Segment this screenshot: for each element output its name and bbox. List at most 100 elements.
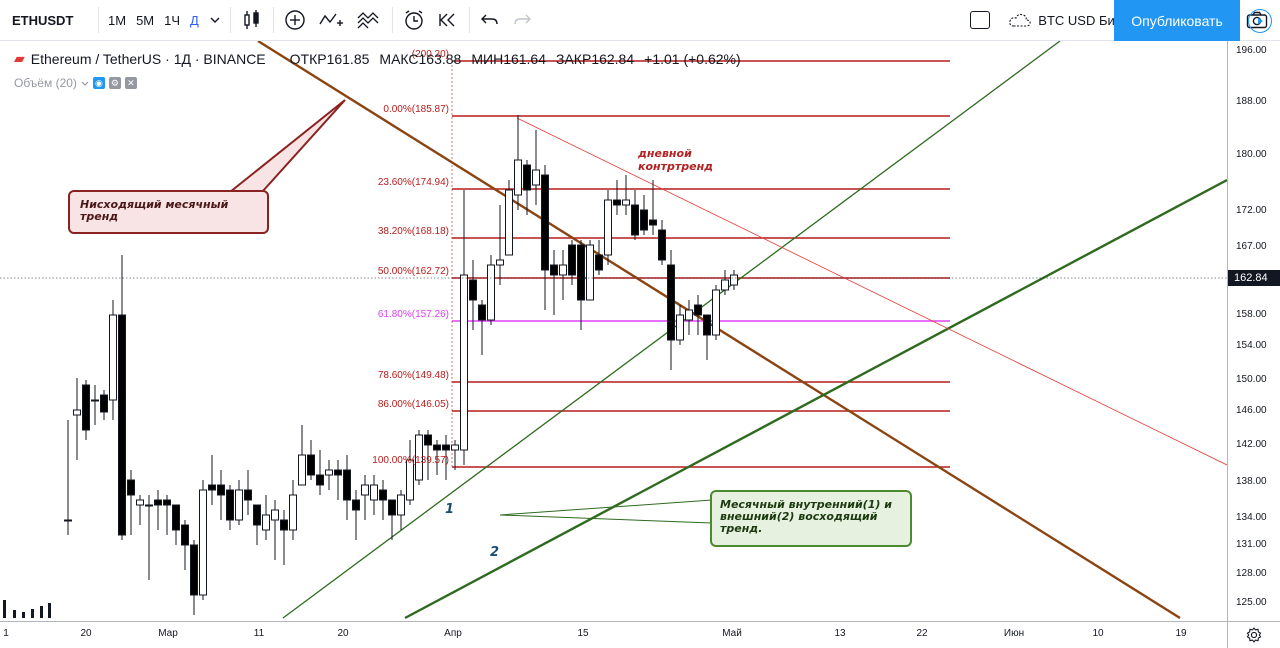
candle-body bbox=[541, 174, 549, 271]
replay-play-button[interactable] bbox=[1240, 0, 1280, 41]
replay-rewind-icon[interactable] bbox=[431, 0, 465, 41]
time-tick-label: Май bbox=[722, 628, 742, 639]
chart-settings-gear-icon[interactable] bbox=[1227, 621, 1280, 648]
candle-body bbox=[523, 164, 531, 191]
candle-body bbox=[244, 489, 252, 501]
interval-5m-button[interactable]: 5M bbox=[136, 12, 155, 28]
candle-body bbox=[325, 469, 333, 476]
candle-body bbox=[514, 159, 522, 196]
candle-body bbox=[676, 314, 684, 341]
add-indicator-plus-icon[interactable] bbox=[278, 0, 312, 41]
candle-body bbox=[64, 519, 72, 522]
publish-button[interactable]: Опубликовать bbox=[1114, 0, 1240, 41]
low-label: МИН bbox=[471, 50, 504, 67]
volume-label[interactable]: Объём (20) bbox=[14, 76, 77, 90]
candle-body bbox=[415, 434, 423, 481]
interval-dropdown-chevron-icon[interactable] bbox=[204, 0, 226, 41]
candle-body bbox=[694, 304, 702, 316]
price-tick-label: 158.00 bbox=[1236, 309, 1267, 320]
monthly-downtrend-callout[interactable]: Нисходящий месячный тренд bbox=[68, 190, 269, 234]
time-tick-label: 13 bbox=[834, 628, 846, 639]
trend-label-1[interactable]: 1 bbox=[445, 502, 455, 517]
candle-body bbox=[712, 289, 720, 336]
time-axis[interactable]: 1 20 Мар 11 20 Апр 15 Май 13 22 Июн 10 19 bbox=[0, 621, 1227, 648]
daily-countertrend-line[interactable] bbox=[516, 117, 1227, 466]
price-tick-label: 138.00 bbox=[1236, 476, 1267, 487]
open-value: 161.85 bbox=[326, 50, 370, 67]
price-tick-label: 180.00 bbox=[1236, 149, 1267, 160]
candle-body bbox=[307, 454, 315, 476]
volume-bar bbox=[22, 612, 25, 618]
callout-pointer-line[interactable] bbox=[499, 514, 713, 524]
last-price-badge: 162.84 bbox=[1228, 270, 1280, 286]
high-label: МАКС bbox=[379, 50, 419, 67]
candle-body bbox=[685, 309, 693, 321]
interval-1m-button[interactable]: 1M bbox=[108, 12, 127, 28]
undo-icon[interactable] bbox=[474, 0, 506, 41]
price-tick-label: 146.00 bbox=[1236, 405, 1267, 416]
candle-body bbox=[460, 274, 468, 451]
monthly-uptrend-callout[interactable]: Месячный внутренний(1) и внешний(2) восх… bbox=[710, 490, 912, 547]
fib-level-label: 23.60%(174.94) bbox=[377, 177, 449, 188]
candles-chart-type-icon[interactable] bbox=[235, 0, 269, 41]
price-axis[interactable]: 196.00188.00180.00172.00167.00162.00158.… bbox=[1227, 41, 1280, 621]
candle-body bbox=[361, 484, 369, 496]
legend-symbol-title[interactable]: Ethereum / TetherUS · 1Д · BINANCE bbox=[30, 50, 266, 67]
time-tick-label: 20 bbox=[80, 628, 92, 639]
close-value: 162.84 bbox=[591, 50, 635, 67]
candle-body bbox=[397, 494, 405, 516]
candle-body bbox=[703, 314, 711, 336]
trend-label-2[interactable]: 2 bbox=[490, 545, 500, 560]
time-tick-label: Апр bbox=[444, 628, 462, 639]
candle-body bbox=[433, 444, 441, 451]
volume-remove-icon[interactable]: ✕ bbox=[124, 77, 137, 89]
volume-legend: Объём (20) ◉ ⚙ ✕ bbox=[14, 76, 137, 90]
compare-indicator-icon[interactable] bbox=[312, 0, 350, 41]
price-tick-label: 134.00 bbox=[1236, 512, 1267, 523]
candlestick-series bbox=[64, 115, 738, 615]
templates-icon[interactable] bbox=[350, 0, 388, 41]
candle-body bbox=[370, 484, 378, 501]
price-tick-label: 188.00 bbox=[1236, 96, 1267, 107]
candle-body bbox=[181, 524, 189, 546]
volume-bars bbox=[3, 600, 51, 618]
chart-pane[interactable] bbox=[0, 41, 1227, 621]
volume-settings-icon[interactable]: ⚙ bbox=[108, 77, 121, 89]
candle-body bbox=[289, 494, 297, 531]
time-tick-label: Июн bbox=[1003, 628, 1025, 639]
outer-uptrend-line-2[interactable] bbox=[404, 178, 1227, 620]
fibonacci-retracement[interactable] bbox=[451, 60, 950, 468]
candle-body bbox=[721, 279, 729, 291]
candle-body bbox=[136, 499, 144, 506]
candle-body bbox=[640, 209, 648, 231]
candle-body bbox=[235, 489, 243, 521]
fib-level-label: 0.00%(185.87) bbox=[383, 104, 449, 115]
candle-body bbox=[586, 244, 594, 301]
low-value: 161.64 bbox=[503, 50, 547, 67]
candle-body bbox=[163, 499, 171, 506]
toolbar-divider bbox=[468, 7, 470, 33]
price-chart-canvas[interactable] bbox=[0, 41, 1227, 621]
layout-square-icon[interactable] bbox=[960, 0, 1000, 41]
interval-day-button[interactable]: Д bbox=[190, 12, 199, 28]
visibility-eye-icon[interactable]: ◉ bbox=[92, 77, 105, 89]
candle-body bbox=[190, 544, 198, 596]
candle-body bbox=[100, 394, 108, 413]
interval-1h-button[interactable]: 1Ч bbox=[164, 12, 181, 28]
callout-pointer-line[interactable] bbox=[499, 499, 713, 516]
candle-body bbox=[559, 264, 567, 276]
alert-clock-icon[interactable] bbox=[397, 0, 431, 41]
price-tick-label: 196.00 bbox=[1236, 45, 1267, 56]
candle-body bbox=[280, 519, 288, 531]
ohlc-values: ОТКР161.85 МАКС163.88 МИН161.64 ЗАКР162.… bbox=[290, 51, 741, 67]
daily-countertrend-label[interactable]: дневной контртренд bbox=[638, 147, 714, 173]
redo-icon[interactable] bbox=[506, 0, 538, 41]
symbol-search-button[interactable]: ETHUSDT bbox=[12, 12, 74, 28]
candle-body bbox=[469, 279, 477, 301]
candle-body bbox=[343, 469, 351, 501]
volume-bar bbox=[31, 609, 34, 618]
candle-body bbox=[424, 434, 432, 446]
chevron-down-icon[interactable] bbox=[81, 81, 89, 86]
price-tick-label: 128.00 bbox=[1236, 568, 1267, 579]
time-tick-label: 20 bbox=[337, 628, 349, 639]
